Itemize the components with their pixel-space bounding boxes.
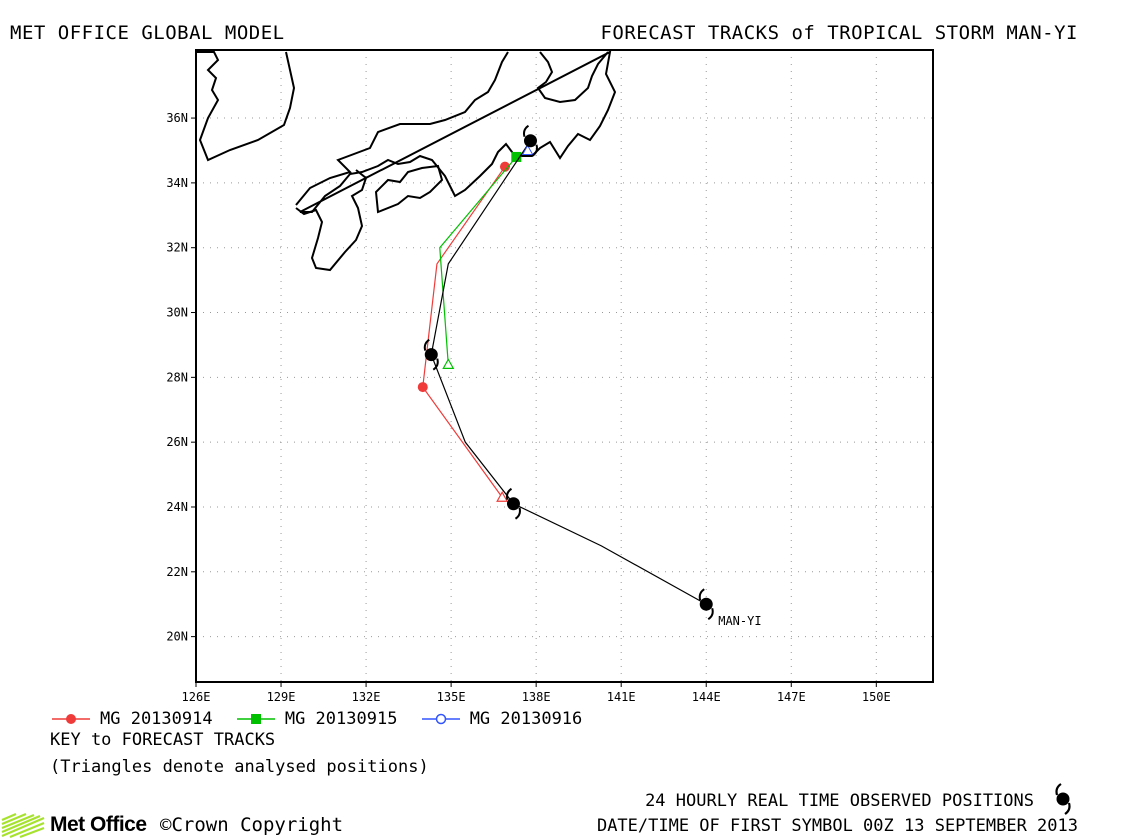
legend-swatch-green-square: [236, 714, 275, 724]
lat-tick-label: 22N: [166, 565, 188, 579]
map-frame: [195, 49, 934, 683]
lon-tick-label: 141E: [607, 690, 636, 704]
legend-item-mg20130916: MG 20130916: [420, 709, 583, 729]
lon-tick-label: 135E: [437, 690, 466, 704]
coastline-kyushu: [295, 169, 368, 272]
cyclone-arm: [707, 607, 714, 621]
lat-tick-label: 36N: [166, 111, 188, 125]
lat-tick-label: 34N: [166, 176, 188, 190]
cyclone-arm: [514, 507, 521, 520]
cyclone-arm: [432, 358, 439, 371]
graticule: [195, 50, 933, 682]
cyclone-arm: [531, 144, 538, 157]
lon-tick-label: 129E: [267, 690, 296, 704]
forecast-marker-circle: [417, 382, 428, 393]
cyclone-eye: [523, 134, 537, 148]
tropical-cyclone-icon: [505, 487, 521, 520]
forecast-tracks: [417, 151, 522, 502]
legend-swatch-blue-circle: [421, 713, 460, 725]
met-office-logo: Met Office: [0, 812, 147, 838]
cyclone-arm: [505, 487, 513, 501]
cyclone-arm: [423, 338, 430, 351]
forecast-track-line: [439, 156, 517, 365]
axis-tick-labels: 20N 22N 24N 26N 28N 30N 32N 34N 36N 126E 129E 132E 1…: [166, 111, 890, 704]
coastline: [196, 50, 617, 272]
coastline-korea: [196, 51, 296, 162]
forecast-track-line: [422, 166, 506, 498]
lon-tick-label: 126E: [182, 690, 211, 704]
lat-tick-label: 20N: [166, 630, 188, 644]
analysed-position-triangle: [521, 144, 534, 155]
lon-tick-label: 144E: [692, 690, 721, 704]
legend-item-mg20130915: MG 20130915: [235, 709, 398, 729]
copyright-notice: ©Crown Copyright: [160, 814, 344, 836]
key-title: KEY to FORECAST TRACKS: [50, 730, 276, 750]
cyclone-eye: [506, 497, 520, 511]
tropical-cyclone-icon: [1055, 783, 1071, 815]
analysed-position-triangle: [442, 358, 455, 369]
forecast-marker-circle: [499, 161, 510, 172]
key-note: (Triangles denote analysed positions): [50, 757, 429, 777]
tropical-cyclone-icon: [423, 338, 439, 371]
legend-swatch-red-circle: [52, 714, 90, 724]
observed-track-line: [430, 140, 707, 605]
lon-tick-label: 132E: [352, 690, 381, 704]
observed-track: [423, 124, 714, 621]
lat-tick-label: 24N: [166, 500, 188, 514]
analysed-position-triangle: [496, 491, 509, 502]
first-symbol-datetime: DATE/TIME OF FIRST SYMBOL 00Z 13 SEPTEMB…: [596, 816, 1078, 836]
chart-title: FORECAST TRACKS of TROPICAL STORM MAN-YI: [600, 22, 1078, 44]
lat-tick-label: 28N: [166, 370, 188, 384]
met-office-logo-icon: [1, 812, 45, 838]
lon-tick-label: 150E: [862, 690, 891, 704]
cyclone-eye: [424, 348, 438, 362]
legend-label: MG 20130916: [469, 709, 583, 729]
logo-text: Met Office: [50, 813, 147, 836]
observed-positions-note: 24 HOURLY REAL TIME OBSERVED POSITIONS: [645, 791, 1034, 811]
cyclone-eye: [699, 597, 713, 611]
lon-tick-label: 147E: [777, 690, 806, 704]
cyclone-arm: [522, 124, 530, 138]
coastline-honshu: [295, 50, 617, 213]
cyclone-arm: [698, 588, 705, 601]
lat-tick-label: 30N: [166, 306, 188, 320]
tropical-cyclone-icon: [698, 588, 714, 621]
legend-label: MG 20130914: [100, 709, 213, 729]
lat-tick-label: 26N: [166, 435, 188, 449]
lon-tick-label: 138E: [522, 690, 551, 704]
legend-label: MG 20130915: [284, 709, 398, 729]
legend: MG 20130914 MG 20130915 MG 20130916: [50, 709, 594, 731]
legend-item-mg20130914: MG 20130914: [50, 709, 213, 729]
forecast-marker-square: [511, 151, 522, 162]
storm-name-label: MAN-YI: [718, 614, 761, 628]
coastline-shikoku: [374, 164, 444, 214]
lat-tick-label: 32N: [166, 241, 188, 255]
tropical-cyclone-icon: [522, 124, 538, 157]
model-title: MET OFFICE GLOBAL MODEL: [10, 22, 285, 44]
